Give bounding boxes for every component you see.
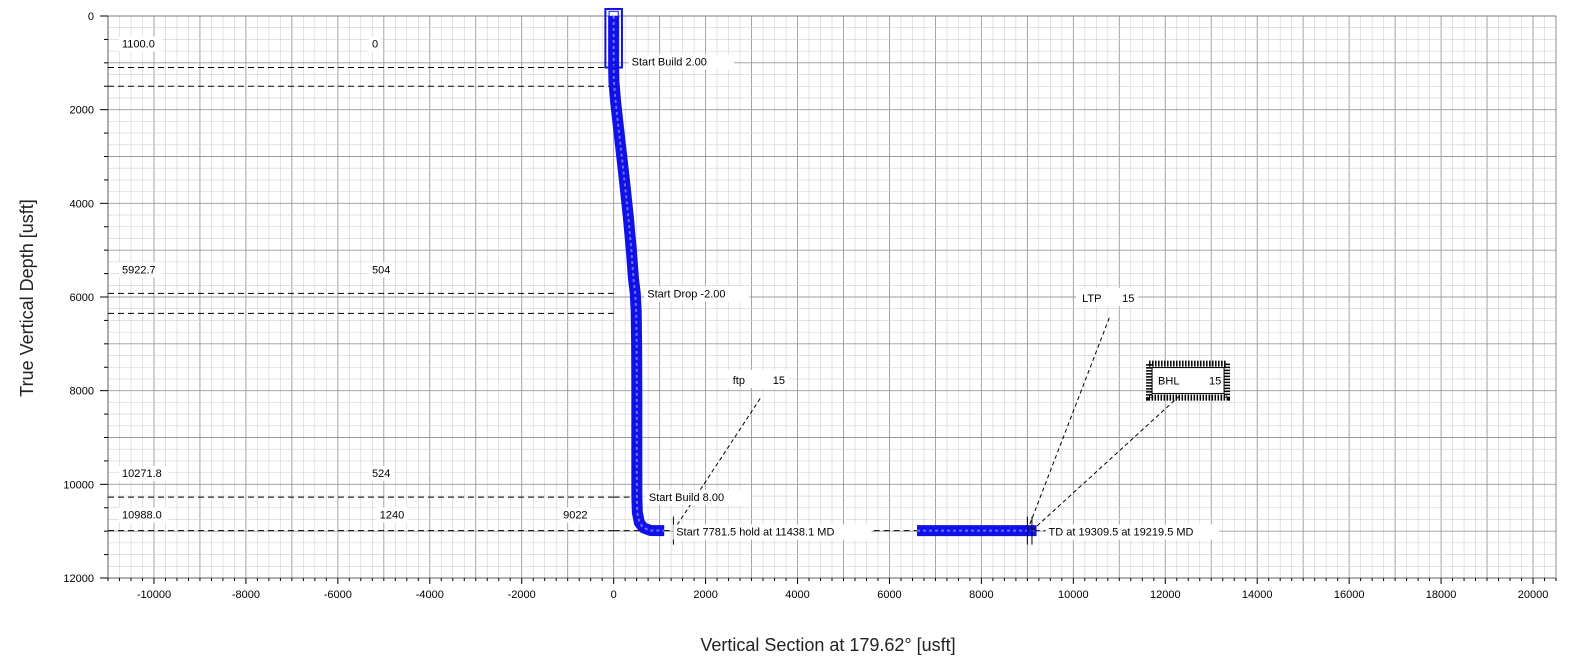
x-tick-label: 4000 bbox=[785, 589, 809, 601]
depth-marker-vs-label: 524 bbox=[372, 468, 390, 480]
x-tick-label: -2000 bbox=[508, 589, 536, 601]
depth-marker-extra-label-bg bbox=[560, 507, 591, 523]
target-value-label: 15 bbox=[773, 375, 785, 387]
depth-marker-tvd-label: 1100.0 bbox=[122, 39, 155, 51]
chart-axes: -10000 -8000 -6000 -4000 -2000 0 2000 4000 6000 8… bbox=[63, 11, 1557, 601]
wellpath-centerline bbox=[612, 16, 665, 532]
x-tick-label: -8000 bbox=[232, 589, 260, 601]
x-tick-label: -4000 bbox=[416, 589, 444, 601]
annotation-label: Start Build 8.00 bbox=[649, 492, 724, 504]
target-name-label: ftp bbox=[733, 375, 745, 387]
target-leader-line bbox=[672, 397, 762, 531]
bhl-target-inner bbox=[1151, 367, 1225, 395]
x-tick-label: 20000 bbox=[1518, 589, 1549, 601]
target-group: ftp 15 LTP 15 BHL 15 bbox=[672, 288, 1231, 545]
target-name-label: BHL bbox=[1158, 376, 1179, 388]
annotation-label-bg bbox=[1045, 524, 1219, 540]
annotation-label: Start Build 2.00 bbox=[632, 57, 707, 69]
casing-box-inner bbox=[608, 10, 619, 66]
depth-marker-tvd-label: 10988.0 bbox=[122, 510, 162, 522]
target-label-bg bbox=[726, 369, 789, 388]
depth-marker-tvd-label-bg bbox=[119, 466, 169, 482]
x-tick-label: -6000 bbox=[324, 589, 352, 601]
y-tick-label: 4000 bbox=[70, 198, 94, 210]
y-tick-label: 2000 bbox=[70, 105, 94, 117]
y-tick-label: 10000 bbox=[63, 479, 94, 491]
annotation-label-bg bbox=[645, 490, 752, 506]
annotation-label: Start Drop -2.00 bbox=[647, 288, 725, 300]
annotation-label: TD at 19309.5 at 19219.5 MD bbox=[1049, 527, 1194, 539]
wellpath-group bbox=[604, 7, 1037, 537]
depth-marker-group: 1100.0 0 5922.7 504 10271.8 524 10988.0 1240 902… bbox=[108, 36, 1083, 532]
y-tick-label: 0 bbox=[88, 11, 94, 23]
x-tick-label: 12000 bbox=[1150, 589, 1181, 601]
depth-marker-vs-label-bg bbox=[376, 507, 408, 523]
target-leader-line bbox=[1026, 315, 1111, 531]
annotation-group: Start Build 2.00 Start Drop -2.00 Start Bu… bbox=[628, 54, 1219, 540]
depth-marker-tvd-label-bg bbox=[119, 36, 163, 52]
y-axis-title: True Vertical Depth [usft] bbox=[17, 199, 37, 396]
depth-marker-extra-label: 9022 bbox=[563, 510, 587, 522]
depth-marker-tvd-label-bg bbox=[119, 262, 163, 278]
casing-box bbox=[604, 7, 623, 69]
x-tick-label: 10000 bbox=[1058, 589, 1089, 601]
annotation-label-bg bbox=[673, 524, 872, 540]
depth-marker-vs-label-bg bbox=[369, 466, 394, 482]
x-tick-label: 0 bbox=[611, 589, 617, 601]
depth-marker-vs-label: 1240 bbox=[380, 510, 404, 522]
bhl-target-box bbox=[1146, 360, 1231, 401]
depth-marker-vs-label-bg bbox=[369, 36, 382, 52]
x-tick-label: 8000 bbox=[969, 589, 993, 601]
target-label-bg bbox=[1076, 288, 1139, 307]
depth-marker-vs-label-bg bbox=[369, 262, 394, 278]
annotation-label-bg bbox=[644, 286, 750, 302]
target-value-label: 15 bbox=[1122, 293, 1134, 305]
y-tick-label: 6000 bbox=[70, 292, 94, 304]
depth-marker-tvd-label: 10271.8 bbox=[122, 468, 162, 480]
chart-grid bbox=[107, 15, 1557, 579]
target-leader-line bbox=[1031, 395, 1180, 531]
x-tick-label: 16000 bbox=[1334, 589, 1365, 601]
x-tick-label: 2000 bbox=[693, 589, 717, 601]
y-tick-label: 12000 bbox=[63, 573, 94, 585]
x-tick-label: -10000 bbox=[137, 589, 171, 601]
depth-marker-vs-label: 504 bbox=[372, 264, 390, 276]
annotation-label-bg bbox=[628, 54, 734, 70]
depth-marker-tvd-label-bg bbox=[119, 507, 169, 523]
depth-marker-tvd-label: 5922.7 bbox=[122, 264, 156, 276]
x-tick-label: 6000 bbox=[877, 589, 901, 601]
annotation-label: Start 7781.5 hold at 11438.1 MD bbox=[676, 527, 834, 539]
y-tick-label: 8000 bbox=[70, 386, 94, 398]
depth-marker-vs-label: 0 bbox=[372, 39, 378, 51]
x-tick-label: 14000 bbox=[1242, 589, 1273, 601]
x-tick-label: 18000 bbox=[1426, 589, 1457, 601]
x-axis-title: Vertical Section at 179.62° [usft] bbox=[700, 635, 955, 655]
target-value-label: 15 bbox=[1209, 376, 1221, 388]
target-name-label: LTP bbox=[1082, 293, 1101, 305]
